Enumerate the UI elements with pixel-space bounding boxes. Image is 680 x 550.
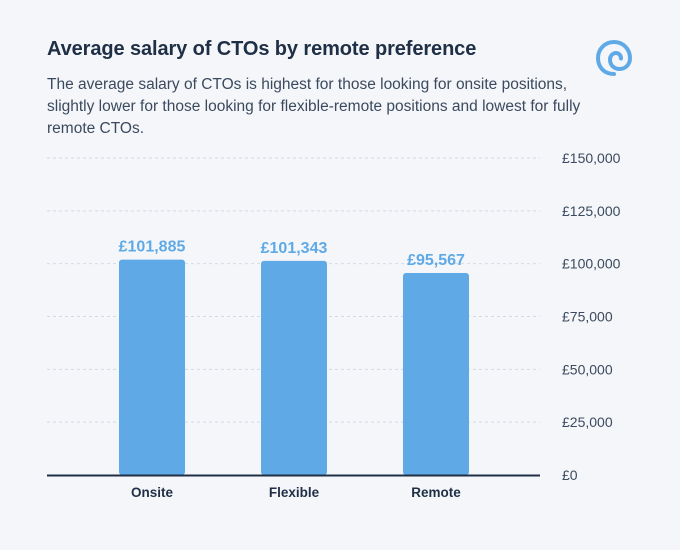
y-axis-ticks: £0 £25,000 £50,000 £75,000 £100,000 £125,000 £… (562, 150, 621, 483)
x-axis-ticks: Onsite Flexible Remote (131, 485, 461, 500)
swirl-logo-icon (595, 39, 633, 76)
chart-subtitle: The average salary of CTOs is highest fo… (47, 76, 581, 137)
data-label: £101,343 (261, 240, 328, 257)
y-tick-label: £75,000 (562, 309, 613, 325)
y-tick-label: £25,000 (562, 414, 613, 430)
x-tick-label: Onsite (131, 485, 174, 500)
bar-remote (403, 273, 469, 475)
bars (119, 259, 469, 475)
x-tick-label: Flexible (269, 485, 320, 500)
y-tick-label: £100,000 (562, 256, 621, 272)
chart-title: Average salary of CTOs by remote prefere… (47, 38, 477, 60)
data-label: £101,885 (119, 239, 186, 256)
y-tick-label: £150,000 (562, 150, 621, 166)
y-tick-label: £0 (562, 467, 578, 483)
data-label: £95,567 (407, 252, 465, 269)
y-tick-label: £50,000 (562, 361, 613, 377)
y-tick-label: £125,000 (562, 203, 621, 219)
data-labels: £101,885 £101,343 £95,567 (119, 239, 465, 269)
bar-onsite (119, 259, 185, 475)
bar-flexible (261, 260, 327, 475)
x-tick-label: Remote (411, 485, 461, 500)
